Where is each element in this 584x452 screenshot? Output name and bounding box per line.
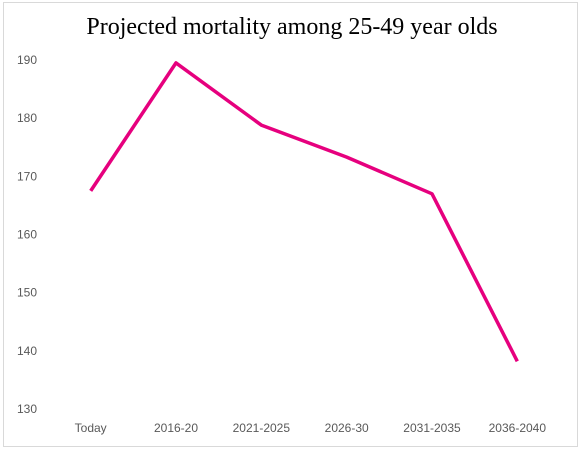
x-tick-label-2: 2021-2025	[233, 421, 291, 435]
y-tick-label-140: 140	[17, 344, 37, 358]
y-tick-label-180: 180	[17, 111, 37, 125]
y-axis: 130 140 150 160 170 180 190	[17, 53, 37, 416]
y-tick-label-170: 170	[17, 169, 37, 183]
y-tick-label-150: 150	[17, 286, 37, 300]
x-tick-label-5: 2036-2040	[489, 421, 547, 435]
x-tick-label-3: 2026-30	[325, 421, 369, 435]
y-tick-label-160: 160	[17, 228, 37, 242]
chart-title: Projected mortality among 25-49 year old…	[86, 14, 498, 40]
chart-frame	[3, 2, 578, 447]
x-tick-label-0: Today	[75, 421, 107, 435]
series-group	[89, 61, 519, 363]
y-tick-label-130: 130	[17, 402, 37, 416]
x-tick-label-1: 2016-20	[154, 421, 198, 435]
series-line-0	[89, 61, 519, 363]
x-axis: Today 2016-20 2021-2025 2026-30 2031-2035 203…	[75, 421, 547, 435]
x-tick-label-4: 2031-2035	[403, 421, 461, 435]
y-tick-label-190: 190	[17, 53, 37, 67]
